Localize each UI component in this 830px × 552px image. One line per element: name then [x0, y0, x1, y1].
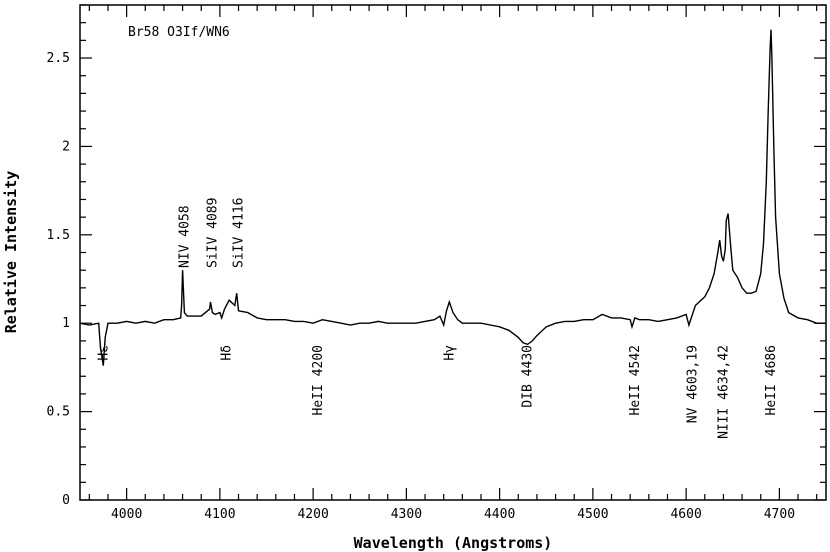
y-tick-label: 0 — [62, 493, 70, 508]
line-annotation: NV 4603,19 — [686, 345, 701, 423]
x-tick-label: 4200 — [297, 507, 328, 522]
line-annotation: SiIV 4089 — [205, 198, 220, 268]
x-axis-label: Wavelength (Angstroms) — [354, 534, 553, 552]
line-annotation: NIV 4058 — [177, 205, 192, 268]
x-tick-label: 4700 — [764, 507, 795, 522]
spectrum-line — [79, 29, 826, 366]
y-tick-label: 0.5 — [47, 405, 70, 420]
line-annotation: HeII 4542 — [628, 345, 643, 415]
line-annotation: SiIV 4116 — [232, 198, 247, 268]
x-tick-label: 4100 — [204, 507, 235, 522]
line-annotation: HeII 4686 — [764, 345, 779, 415]
line-annotations: NIV 4058 SiIV 4089 SiIV 4116 Hε Hδ HeII 4200 H… — [96, 198, 779, 439]
line-annotation: Hγ — [442, 345, 457, 361]
y-tick-label: 1.5 — [47, 228, 70, 243]
chart-title: Br58 O3If/WN6 — [128, 25, 230, 40]
x-tick-label: 4000 — [111, 507, 142, 522]
x-tick-label: 4300 — [391, 507, 422, 522]
x-tick-label: 4400 — [484, 507, 515, 522]
line-annotation: NIII 4634,42 — [716, 345, 731, 439]
y-tick-label: 2.5 — [47, 51, 70, 66]
x-tick-label: 4500 — [577, 507, 608, 522]
line-annotation: Hε — [96, 345, 111, 361]
y-tick-label: 1 — [62, 316, 70, 331]
line-annotation: DIB 4430 — [521, 345, 536, 408]
line-annotation: HeII 4200 — [311, 345, 326, 415]
axis-tick-labels: 4000 4100 4200 4300 4400 4500 4600 4700 0 0.5 1 1.5… — [47, 51, 796, 522]
line-annotation: Hδ — [219, 345, 234, 361]
y-axis-label: Relative Intensity — [2, 171, 20, 334]
y-tick-label: 2 — [62, 139, 70, 154]
x-tick-label: 4600 — [670, 507, 701, 522]
